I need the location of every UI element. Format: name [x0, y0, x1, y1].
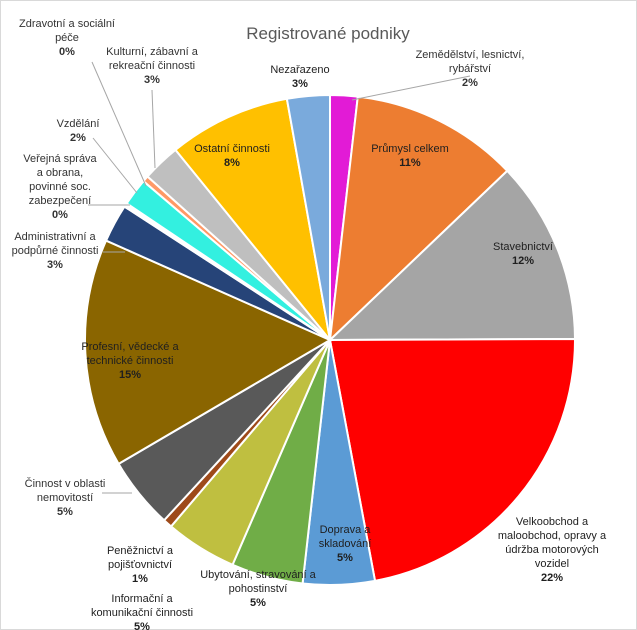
pie-slice — [84, 239, 333, 466]
slice-category-label: rekreační činnosti — [109, 60, 195, 72]
slice-label: Profesní, vědecké a technické činnosti 15% — [81, 341, 179, 381]
slice-category-label: Peněžnictví a — [107, 545, 174, 557]
slice-label: Ostatní činnosti 8% — [194, 143, 270, 169]
slice-value-label: 12% — [512, 255, 534, 267]
slice-value-label: 11% — [399, 157, 421, 169]
slice-value-label: 5% — [250, 597, 266, 609]
slice-label: Doprava a skladování 5% — [319, 524, 372, 564]
slice-category-label: zabezpečení — [29, 195, 91, 207]
slice-category-label: pohostinství — [229, 583, 288, 595]
slice-category-label: údržba motorových — [505, 544, 599, 556]
slice-category-label: Zemědělství, lesnictví, — [416, 49, 525, 61]
slice-category-label: Velkoobchod a — [516, 516, 589, 528]
leader-line — [351, 75, 471, 101]
pie-slice — [328, 338, 577, 582]
chart-title: Registrované podniky — [246, 24, 410, 43]
slice-category-label: maloobchod, opravy a — [498, 530, 607, 542]
slice-label: Zdravotní a sociální péče 0% — [19, 18, 115, 58]
slice-labels: Zemědělství, lesnictví, rybářství 2% Průmys… — [12, 18, 607, 630]
slice-category-label: technické činnosti — [87, 355, 174, 367]
slice-label: Nezařazeno 3% — [270, 64, 329, 90]
slice-label: Zemědělství, lesnictví, rybářství 2% — [416, 49, 525, 89]
slice-category-label: Činnost v oblasti — [25, 477, 106, 490]
slice-label: Informační a komunikační činnosti 5% — [91, 593, 193, 630]
slice-value-label: 3% — [47, 259, 63, 271]
slice-label: Průmysl celkem 11% — [371, 143, 449, 169]
slice-category-label: podpůrné činnosti — [12, 245, 99, 257]
slice-label: Administrativní a podpůrné činnosti 3% — [12, 231, 99, 271]
slice-value-label: 1% — [132, 573, 148, 585]
slice-value-label: 15% — [119, 369, 141, 381]
slice-category-label: Zdravotní a sociální — [19, 18, 115, 30]
slice-category-label: skladování — [319, 538, 372, 550]
slice-category-label: Informační a — [111, 593, 173, 605]
slice-category-label: Kulturní, zábavní a — [106, 46, 199, 58]
slice-category-label: péče — [55, 32, 79, 44]
slice-label: Kulturní, zábavní a rekreační činnosti 3% — [106, 46, 199, 86]
slice-value-label: 3% — [144, 74, 160, 86]
leader-line — [92, 137, 138, 194]
slice-category-label: povinné soc. — [29, 181, 91, 193]
slice-category-label: Profesní, vědecké a — [81, 341, 179, 353]
slice-category-label: Administrativní a — [14, 231, 96, 243]
slice-label: Stavebnictví 12% — [493, 241, 553, 267]
slice-label: Vzdělání 2% — [57, 118, 100, 144]
pie-slice — [174, 97, 332, 344]
slice-label: Veřejná správa a obrana, povinné soc. zabez… — [23, 153, 97, 221]
slice-value-label: 5% — [337, 552, 353, 564]
slice-value-label: 5% — [57, 506, 73, 518]
slice-category-label: pojišťovnictví — [108, 559, 172, 571]
slice-category-label: Veřejná správa — [23, 153, 97, 165]
slice-value-label: 2% — [462, 77, 478, 89]
slice-label: Činnost v oblasti nemovitostí 5% — [25, 477, 106, 518]
slice-category-label: Vzdělání — [57, 118, 100, 130]
slice-value-label: 5% — [134, 621, 150, 630]
leader-lines — [88, 61, 471, 494]
slice-label: Peněžnictví a pojišťovnictví 1% — [107, 545, 174, 585]
slice-category-label: Nezařazeno — [270, 64, 329, 76]
slice-value-label: 22% — [541, 572, 563, 584]
slice-category-label: Stavebnictví — [493, 241, 553, 253]
slice-category-label: Doprava a — [320, 524, 372, 536]
slice-category-label: a obrana, — [37, 167, 83, 179]
slice-category-label: Ubytování, stravování a — [200, 569, 316, 581]
pie-slice — [285, 93, 331, 341]
slice-value-label: 8% — [224, 157, 240, 169]
leader-line — [91, 61, 147, 187]
leader-line — [151, 89, 156, 169]
slice-value-label: 3% — [292, 78, 308, 90]
slice-label: Ubytování, stravování a pohostinství 5% — [200, 569, 316, 609]
slice-category-label: Průmysl celkem — [371, 143, 449, 155]
slice-category-label: komunikační činnosti — [91, 607, 193, 619]
slice-category-label: Ostatní činnosti — [194, 143, 270, 155]
slice-category-label: nemovitostí — [37, 492, 93, 504]
slice-label: Velkoobchod a maloobchod, opravy a údržba … — [498, 516, 607, 584]
slice-value-label: 0% — [52, 209, 68, 221]
pie-slice — [328, 95, 509, 343]
slice-value-label: 2% — [70, 132, 86, 144]
pie-slices — [84, 93, 577, 586]
slice-category-label: vozidel — [535, 558, 569, 570]
slice-value-label: 0% — [59, 46, 75, 58]
pie-slice — [327, 169, 577, 342]
slice-category-label: rybářství — [449, 63, 491, 75]
